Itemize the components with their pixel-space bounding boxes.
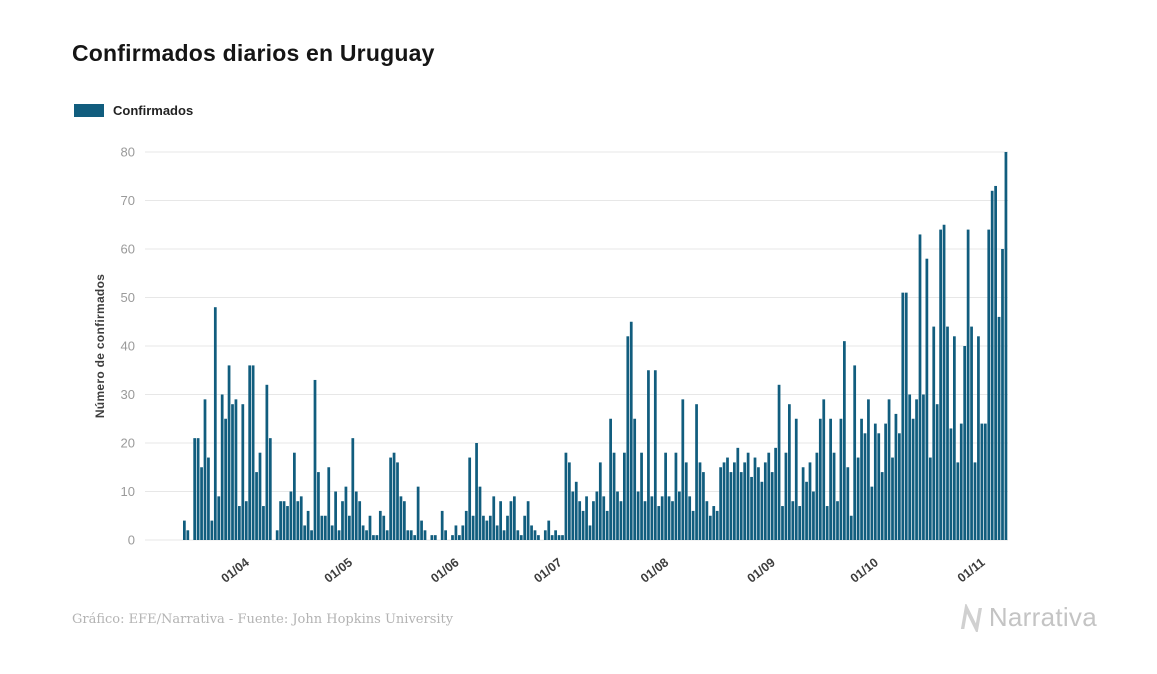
y-axis-title: Número de confirmados [93,274,107,418]
svg-text:80: 80 [121,145,135,160]
narrativa-wordmark: Narrativa [988,602,1097,632]
svg-text:20: 20 [121,436,135,451]
legend: Confirmados [74,103,193,118]
y-axis-tick-labels: 0 10 20 30 40 50 60 70 80 [121,145,135,548]
svg-text:60: 60 [121,242,135,257]
svg-text:70: 70 [121,193,135,208]
chart-area: 0 10 20 30 40 50 60 70 80 01/04 01/05 01/06 01/07 01… [0,130,1157,600]
svg-text:01/08: 01/08 [638,555,671,585]
svg-text:01/09: 01/09 [745,555,778,585]
narrativa-n-icon [960,603,982,632]
legend-swatch-confirmados [74,104,104,117]
bar-series-confirmados [183,152,1008,541]
gridlines [145,151,1008,541]
svg-text:0: 0 [128,533,135,548]
narrativa-logo: Narrativa [958,602,1097,633]
svg-text:01/10: 01/10 [848,555,881,585]
chart-credit: Gráfico: EFE/Narrativa - Fuente: John Ho… [72,612,454,627]
x-axis-tick-labels: 01/04 01/05 01/06 01/07 01/08 01/09 01/10 01/11 [219,555,988,585]
svg-text:50: 50 [121,290,135,305]
svg-text:01/04: 01/04 [219,555,252,585]
svg-text:01/06: 01/06 [428,555,461,585]
svg-text:01/11: 01/11 [955,555,988,585]
svg-text:01/05: 01/05 [322,555,355,585]
legend-label: Confirmados [113,103,194,118]
page-title: Confirmados diarios en Uruguay [72,40,435,66]
svg-text:40: 40 [121,339,135,354]
svg-text:01/07: 01/07 [531,555,564,585]
svg-text:30: 30 [121,387,135,402]
svg-text:10: 10 [121,484,135,499]
